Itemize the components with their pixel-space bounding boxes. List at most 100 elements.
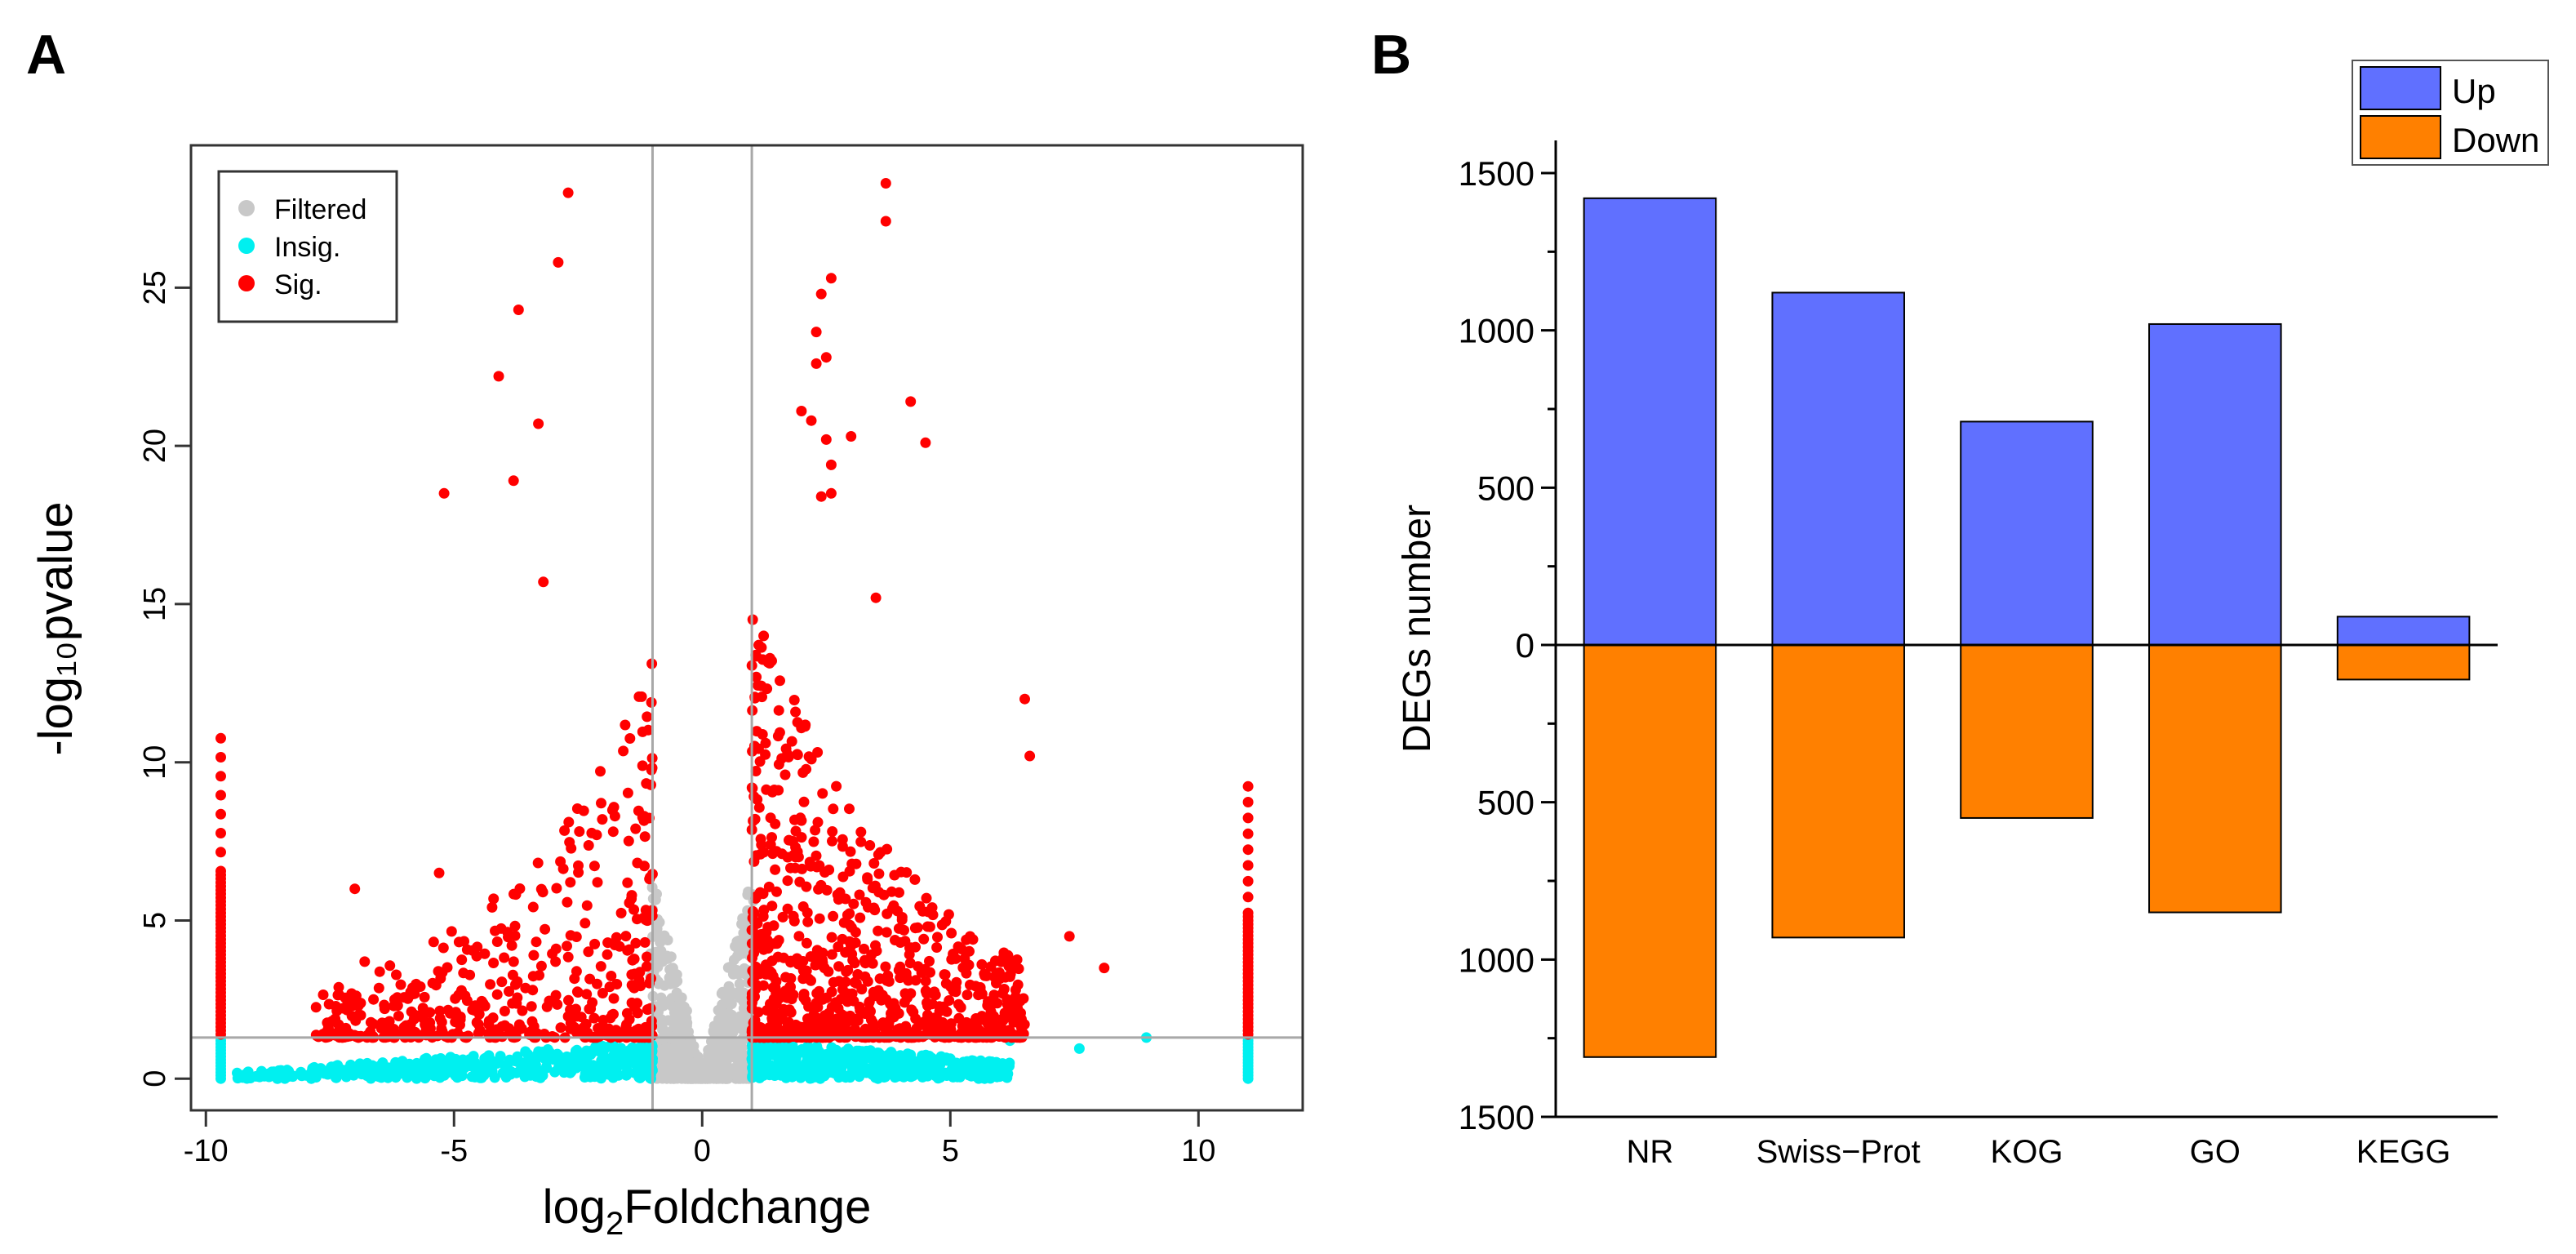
volcano-point-sig	[602, 1024, 613, 1035]
volcano-point-filtered	[739, 920, 750, 932]
volcano-point-insig	[823, 1052, 834, 1063]
volcano-point-sig	[571, 803, 583, 814]
volcano-point-sig	[488, 893, 500, 905]
volcano-point-sig	[825, 273, 837, 284]
volcano-point-insig	[380, 1070, 391, 1082]
volcano-point-filtered	[738, 990, 749, 1002]
volcano-point-insig	[456, 1070, 468, 1082]
volcano-point-sig	[573, 860, 584, 871]
deg-bar-chart: NR Swiss−Prot KOG GO KEGG 1500 1000 500 0 500 100…	[1396, 60, 2549, 1170]
bar-down	[2148, 644, 2282, 914]
volcano-point-sig	[544, 995, 555, 1007]
volcano-point-sig	[862, 874, 873, 885]
volcano-point-filtered	[673, 1056, 685, 1067]
volcano-point-sig	[950, 982, 962, 993]
bar-down	[1960, 644, 2094, 819]
volcano-point-sig	[790, 706, 802, 718]
volcano-point-sig	[825, 487, 837, 499]
volcano-point-sig	[834, 887, 846, 898]
volcano-point-sig	[618, 745, 629, 757]
volcano-point-sig	[318, 989, 329, 1000]
volcano-point-sig	[509, 930, 521, 941]
volcano-point-sig	[939, 969, 950, 981]
volcano-point-insig	[935, 1051, 947, 1062]
volcano-point-sig	[964, 945, 975, 957]
volcano-point-sig	[835, 1025, 846, 1036]
volcano-point-filtered	[657, 1024, 668, 1035]
volcano-point-sig	[873, 868, 885, 879]
volcano-point-sig	[803, 973, 815, 985]
volcano-point-sig	[997, 1026, 1007, 1038]
volcano-point-sig	[793, 1021, 804, 1032]
volcano-point-insig	[645, 1069, 656, 1079]
volcano-point-insig	[500, 1060, 510, 1071]
volcano-point-insig	[481, 1063, 492, 1074]
volcano-point-sig	[634, 967, 646, 978]
volcano-point-sig	[851, 858, 862, 869]
volcano-point-sig	[961, 967, 972, 979]
volcano-point-sig	[753, 680, 764, 691]
volcano-point-sig	[773, 935, 784, 946]
volcano-point-sig	[532, 857, 544, 869]
volcano-x-tick-label: -10	[184, 1134, 229, 1168]
volcano-point-sig	[936, 919, 948, 931]
volcano-y-axis: 0 5 10 15 20 25	[138, 270, 191, 1087]
volcano-point-sig	[392, 1000, 403, 1012]
volcano-point-sig	[924, 955, 935, 967]
volcano-point-sig	[1242, 860, 1254, 871]
volcano-point-sig	[773, 705, 784, 716]
volcano-point-filtered	[670, 977, 681, 988]
volcano-point-sig	[805, 951, 816, 963]
volcano-x-tick-label: 5	[942, 1134, 959, 1168]
volcano-point-sig	[1019, 693, 1030, 705]
volcano-point-sig	[758, 905, 770, 916]
volcano-point-sig	[798, 989, 810, 999]
volcano-point-sig	[825, 459, 837, 470]
volcano-point-sig	[500, 1020, 510, 1031]
volcano-point-sig	[894, 887, 904, 898]
volcano-point-sig	[786, 736, 797, 747]
volcano-point-sig	[517, 1005, 528, 1016]
volcano-point-sig	[639, 860, 650, 872]
volcano-point-sig	[553, 256, 564, 268]
volcano-point-sig	[1010, 985, 1021, 995]
volcano-point-sig	[846, 431, 857, 442]
volcano-point-insig	[877, 1060, 888, 1071]
volcano-y-tick-label: 5	[138, 912, 172, 929]
volcano-point-sig	[467, 945, 478, 956]
volcano-point-sig	[525, 1029, 536, 1041]
volcano-point-sig	[797, 965, 809, 976]
volcano-point-sig	[562, 940, 572, 952]
bar-down	[2336, 644, 2471, 681]
volcano-point-sig	[491, 989, 503, 1000]
volcano-point-filtered	[660, 1071, 671, 1083]
volcano-point-sig	[826, 949, 837, 960]
volcano-point-sig	[868, 858, 880, 869]
volcano-point-sig	[967, 934, 979, 945]
volcano-point-sig	[402, 1025, 413, 1037]
volcano-point-sig	[931, 942, 943, 953]
volcano-point-sig	[215, 847, 226, 858]
volcano-point-sig	[771, 886, 782, 897]
panel-a-label: A	[26, 24, 66, 86]
volcano-point-sig	[562, 187, 574, 198]
volcano-point-filtered	[717, 999, 728, 1011]
volcano-point-sig	[620, 719, 631, 731]
volcano-point-sig	[562, 896, 573, 908]
volcano-point-sig	[826, 986, 837, 998]
bar-category-label: NR	[1627, 1134, 1674, 1170]
legend-label-down: Down	[2452, 121, 2539, 159]
volcano-point-insig	[377, 1057, 389, 1069]
volcano-point-sig	[597, 988, 608, 998]
deg-y-tick-label: 500	[1477, 469, 1534, 507]
volcano-point-insig	[287, 1070, 299, 1082]
volcano-point-sig	[786, 994, 797, 1005]
volcano-point-sig	[430, 980, 442, 991]
volcano-point-sig	[1016, 1028, 1028, 1039]
volcano-point-sig	[1099, 963, 1110, 974]
volcano-point-sig	[513, 1020, 525, 1030]
volcano-point-sig	[881, 927, 892, 938]
volcano-point-sig	[855, 826, 867, 838]
volcano-point-filtered	[668, 1007, 680, 1018]
